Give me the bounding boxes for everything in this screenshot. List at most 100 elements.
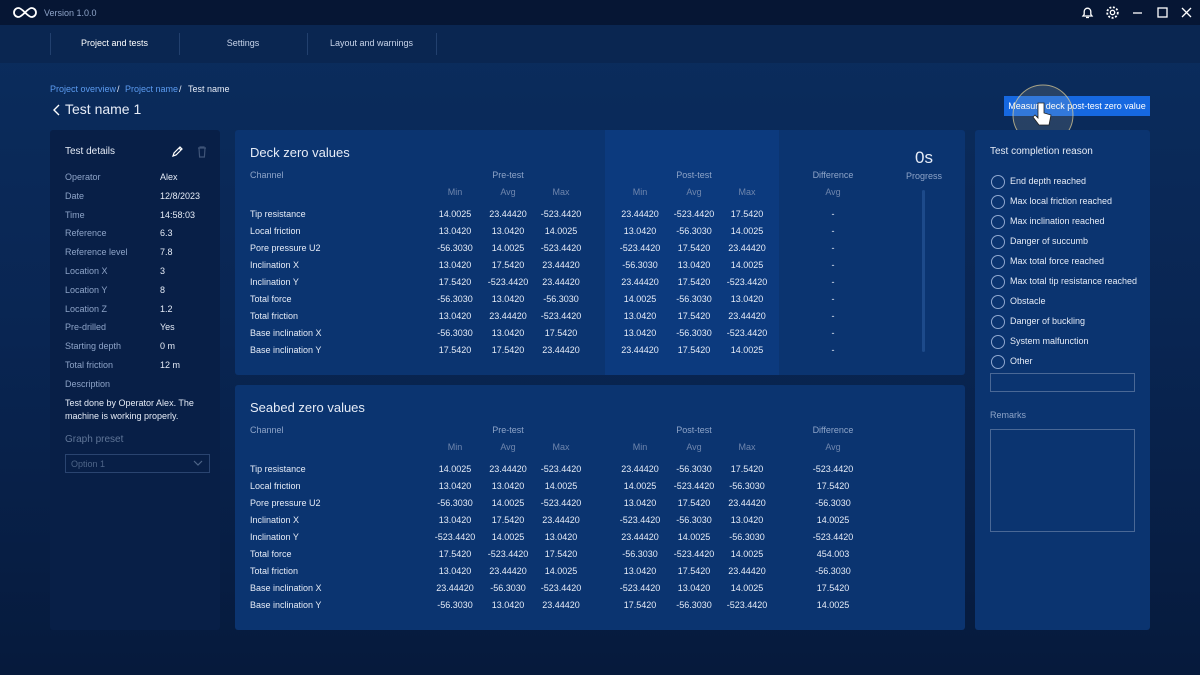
settings-icon[interactable] [1105, 5, 1120, 20]
breadcrumb-link[interactable]: Project overview [50, 84, 117, 94]
table-cell: 23.44420 [542, 600, 580, 610]
radio-label[interactable]: Obstacle [1010, 296, 1046, 306]
detail-label: Reference level [65, 247, 128, 258]
nav-tab[interactable]: Layout and warnings [329, 38, 414, 48]
table-cell: 13.0420 [491, 294, 525, 304]
radio-label[interactable]: Danger of buckling [1010, 316, 1086, 326]
detail-label: Reference [65, 228, 107, 239]
table-cell: 13.0420 [730, 294, 764, 304]
table-cell: 13.0420 [623, 566, 657, 576]
table-cell: 17.5420 [816, 481, 850, 491]
radio-button[interactable] [991, 295, 1005, 309]
radio-label[interactable]: Max total tip resistance reached [1010, 276, 1138, 286]
table-cell: 14.0025 [816, 600, 850, 610]
radio-button[interactable] [991, 355, 1005, 369]
table-cell: 17.5420 [677, 498, 711, 508]
table-cell: 17.5420 [438, 549, 472, 559]
detail-value: 1.2 [160, 303, 173, 314]
channel-name: Base inclination Y [250, 600, 322, 610]
sub-header: Min [632, 442, 648, 452]
minimize-button[interactable] [1130, 5, 1145, 20]
radio-button[interactable] [991, 275, 1005, 289]
table-cell: 13.0420 [438, 515, 472, 525]
detail-value: 8 [160, 284, 166, 295]
bell-icon[interactable] [1080, 5, 1095, 20]
scrollbar[interactable] [922, 190, 925, 352]
breadcrumb-separator: / [179, 84, 182, 94]
table-cell: 14.0025 [544, 566, 578, 576]
logo [13, 7, 37, 18]
table-cell: -523.4420 [540, 209, 582, 219]
table-cell: -523.4420 [673, 209, 715, 219]
table-cell: 14.0025 [544, 481, 578, 491]
table-cell: 23.44420 [489, 311, 527, 321]
table-cell: -523.4420 [540, 583, 582, 593]
deck-title: Deck zero values [250, 145, 350, 160]
channel-header: Channel [250, 170, 284, 180]
table-cell: 13.0420 [730, 515, 764, 525]
remarks-textarea[interactable] [990, 429, 1135, 532]
delete-button[interactable] [195, 144, 209, 159]
back-button[interactable] [52, 103, 62, 117]
table-cell: 17.5420 [438, 345, 472, 355]
radio-label[interactable]: System malfunction [1010, 336, 1089, 346]
close-button[interactable] [1179, 5, 1194, 20]
radio-label[interactable]: End depth reached [1010, 176, 1087, 186]
breadcrumb-link[interactable]: Project name [125, 84, 179, 94]
maximize-button[interactable] [1155, 5, 1170, 20]
channel-name: Base inclination Y [250, 345, 322, 355]
table-cell: 23.44420 [621, 464, 659, 474]
details-panel [50, 130, 220, 630]
channel-name: Inclination X [250, 515, 300, 525]
other-input[interactable] [990, 373, 1135, 392]
radio-button[interactable] [991, 175, 1005, 189]
table-cell: 14.0025 [544, 226, 578, 236]
table-cell: 454.003 [816, 549, 850, 559]
table-cell: 13.0420 [623, 226, 657, 236]
radio-button[interactable] [991, 255, 1005, 269]
table-cell: -523.4420 [540, 243, 582, 253]
detail-value: 6.3 [160, 228, 173, 239]
nav-tab[interactable]: Project and tests [80, 38, 149, 48]
table-cell: -56.3030 [676, 515, 712, 525]
version: Version 1.0.0 [44, 8, 97, 18]
details-title: Test details [65, 146, 116, 157]
table-cell: 17.5420 [816, 583, 850, 593]
table-cell: -56.3030 [729, 532, 765, 542]
table-cell: -523.4420 [673, 481, 715, 491]
table-cell: -56.3030 [437, 294, 473, 304]
radio-label[interactable]: Max total force reached [1010, 256, 1105, 266]
table-cell: 23.44420 [489, 209, 527, 219]
table-cell: -56.3030 [622, 260, 658, 270]
table-cell: -56.3030 [437, 328, 473, 338]
table-cell: 23.44420 [728, 566, 766, 576]
table-cell: -56.3030 [676, 600, 712, 610]
radio-label[interactable]: Max inclination reached [1010, 216, 1105, 226]
table-cell: 23.44420 [542, 277, 580, 287]
radio-button[interactable] [991, 195, 1005, 209]
radio-label[interactable]: Danger of succumb [1010, 236, 1089, 246]
table-cell: 14.0025 [438, 464, 472, 474]
radio-button[interactable] [991, 315, 1005, 329]
progress-value: 0s [915, 148, 933, 167]
radio-label[interactable]: Other [1010, 356, 1033, 366]
channel-name: Pore pressure U2 [250, 243, 321, 253]
table-cell: -523.4420 [726, 600, 768, 610]
channel-name: Tip resistance [250, 209, 306, 219]
table-cell: -56.3030 [729, 481, 765, 491]
table-cell: 13.0420 [438, 260, 472, 270]
channel-name: Local friction [250, 481, 301, 491]
radio-button[interactable] [991, 335, 1005, 349]
table-cell: -523.4420 [619, 583, 661, 593]
edit-button[interactable] [170, 144, 185, 159]
channel-name: Local friction [250, 226, 301, 236]
radio-button[interactable] [991, 215, 1005, 229]
table-cell: 14.0025 [677, 532, 711, 542]
nav-tab[interactable]: Settings [226, 38, 260, 48]
sub-header: Max [552, 442, 570, 452]
radio-label[interactable]: Max local friction reached [1010, 196, 1113, 206]
radio-button[interactable] [991, 235, 1005, 249]
description-text: Test done by Operator Alex. The machine … [65, 398, 194, 421]
graph-preset-select[interactable] [65, 454, 210, 473]
detail-label: Operator [65, 172, 101, 182]
